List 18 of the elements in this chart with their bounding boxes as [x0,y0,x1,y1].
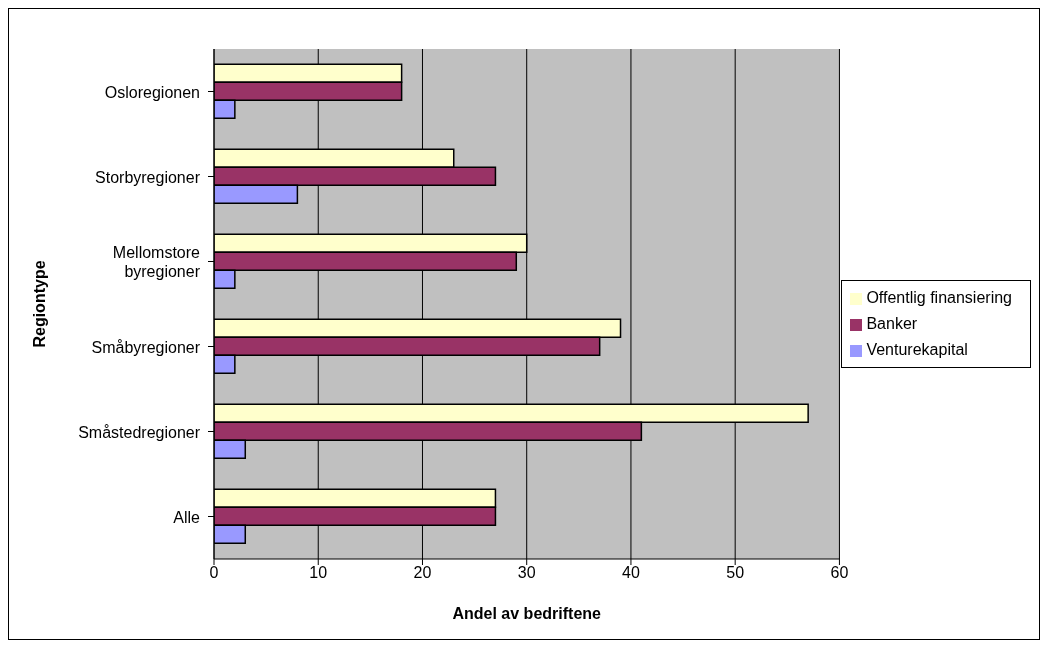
legend-label: Banker [866,315,918,332]
y-tick-label: Storbyregioner [95,168,201,185]
legend-label: Offentlig finansiering [866,289,1012,306]
y-tick-label: Osloregionen [104,83,200,100]
x-axis-title: Andel av bedriftene [452,605,602,622]
x-tick-label: 30 [517,564,536,582]
x-tick-label: 20 [413,564,432,582]
x-tick-label: 40 [622,564,640,582]
x-tick-label: 0 [209,564,219,582]
y-axis-title: Regiontype [30,260,48,348]
y-tick-label: Småstedregioner [78,423,201,440]
x-tick-label: 10 [309,564,328,582]
y-tick-label: Alle [173,508,201,525]
x-tick-label: 50 [726,564,745,582]
legend-label: Venturekapital [866,341,968,358]
y-tick-label: Mellomstore byregioner [112,243,201,280]
x-tick-label: 60 [830,564,849,582]
y-tick-label: Småbyregioner [91,338,201,355]
